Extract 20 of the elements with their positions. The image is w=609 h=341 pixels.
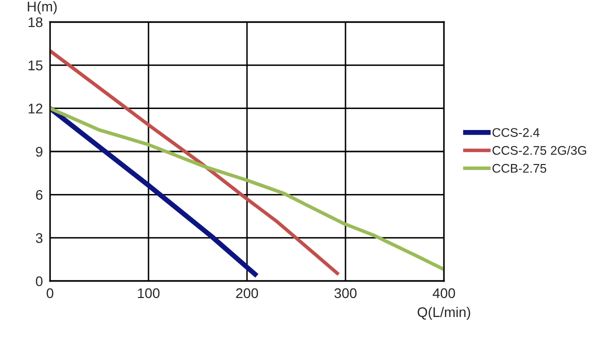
legend-label: CCS-2.4 [492,128,540,137]
y-axis-title: H(m) [28,1,57,14]
y-tick-label: 18 [28,17,42,28]
x-tick-label: 200 [236,288,258,298]
x-tick-label: 0 [46,288,54,298]
y-tick-label: 6 [36,190,42,200]
x-tick-label: 300 [334,288,357,298]
y-tick-label: 12 [28,104,42,114]
y-tick-label: 0 [36,276,43,286]
line-series [50,106,444,272]
line-series [50,106,260,278]
x-tick-label: 400 [432,288,456,298]
x-tick-label: 100 [138,288,160,298]
y-tick-label: 3 [36,233,42,244]
y-tick-label: 9 [36,146,42,157]
x-axis-title: Q(L/min) [418,306,470,320]
legend-label: CCB-2.75 [492,164,546,173]
line-series [50,49,340,276]
legend-label: CCS-2.75 2G/3G [492,146,586,155]
y-tick-label: 15 [28,60,42,70]
